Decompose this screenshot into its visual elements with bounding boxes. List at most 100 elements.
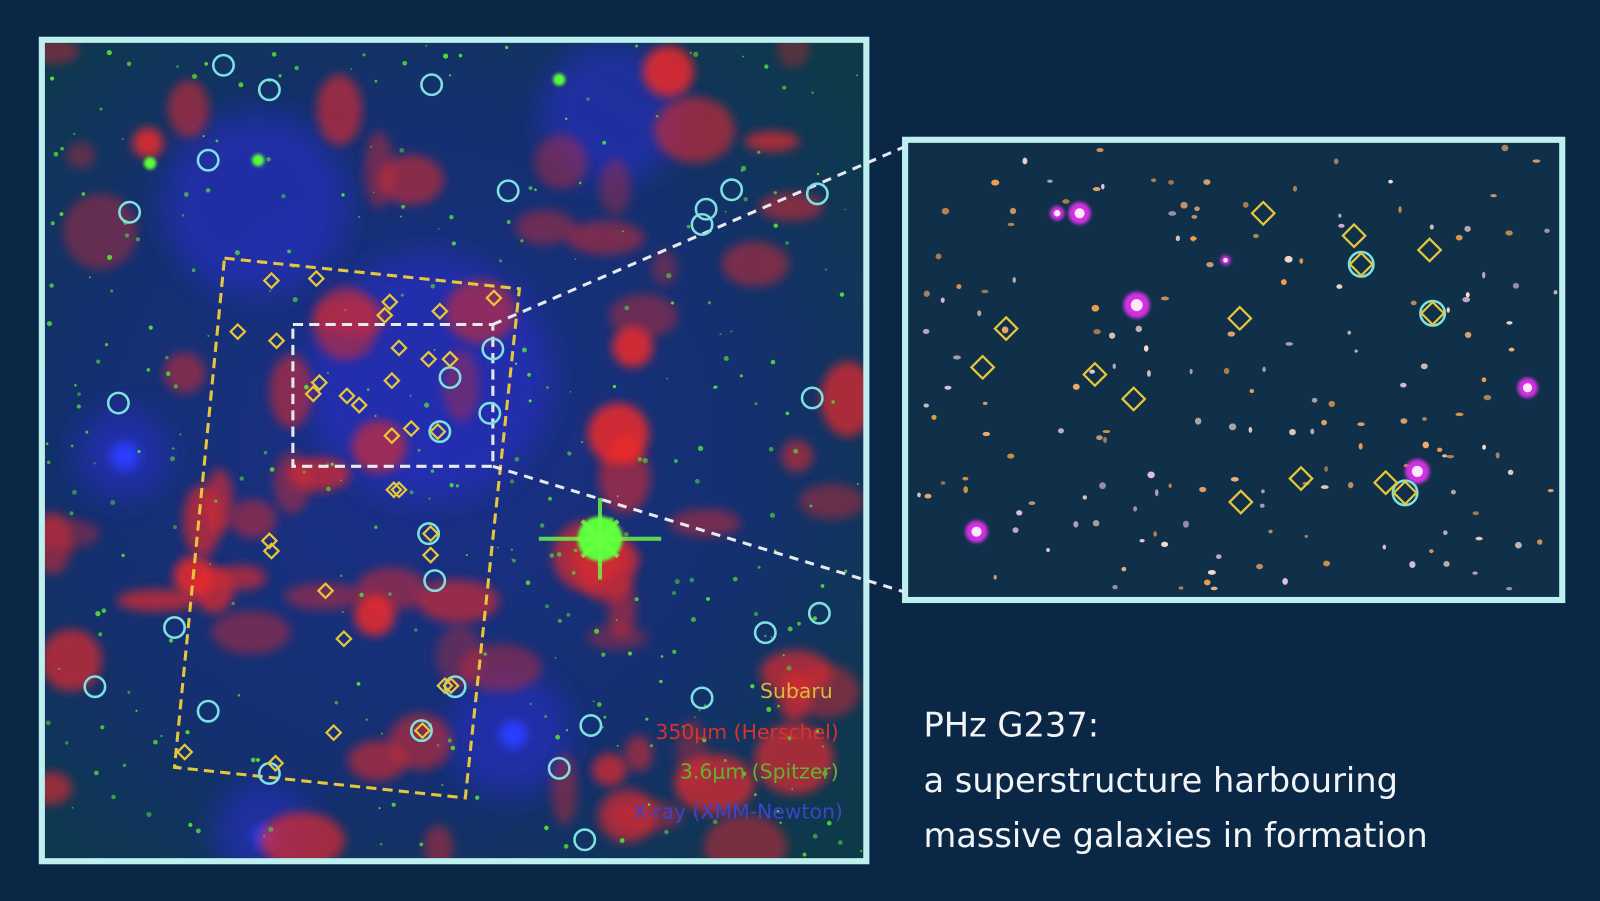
- galaxy: [1450, 489, 1456, 495]
- star: [441, 784, 444, 787]
- galaxy-core: [1411, 465, 1423, 477]
- galaxy: [1242, 201, 1249, 208]
- galaxy: [1195, 417, 1202, 425]
- star: [844, 208, 847, 211]
- star: [571, 570, 576, 575]
- galaxy: [1280, 279, 1287, 286]
- far-ir-blob: [230, 499, 277, 539]
- galaxy: [1422, 441, 1430, 449]
- far-ir-blob: [754, 723, 834, 795]
- star: [271, 52, 277, 57]
- galaxy: [982, 401, 988, 406]
- star: [60, 146, 64, 151]
- star: [787, 736, 792, 741]
- subaru-source: [421, 546, 440, 564]
- subaru-source: [1226, 305, 1253, 332]
- star: [573, 548, 578, 553]
- star: [764, 64, 769, 69]
- subaru-source: [383, 371, 401, 390]
- star: [53, 151, 59, 157]
- star: [202, 135, 205, 138]
- star: [292, 296, 298, 303]
- subaru-source: [262, 271, 281, 290]
- galaxy: [1256, 563, 1264, 570]
- galaxy: [1062, 199, 1070, 204]
- star: [782, 85, 787, 90]
- star: [344, 308, 347, 312]
- star: [88, 276, 91, 279]
- star: [165, 371, 171, 376]
- star: [766, 706, 772, 712]
- star: [45, 720, 51, 726]
- galaxy: [1227, 331, 1236, 337]
- star: [681, 725, 684, 728]
- galaxy: [1161, 541, 1169, 548]
- star: [449, 483, 454, 488]
- star: [673, 459, 678, 463]
- galaxy: [953, 355, 961, 360]
- galaxy: [1199, 486, 1207, 493]
- star: [269, 289, 272, 293]
- galaxy: [1388, 179, 1393, 184]
- star: [50, 221, 55, 226]
- star: [831, 400, 835, 404]
- star: [71, 806, 74, 809]
- subaru-source: [266, 754, 285, 772]
- far-ir-blob: [445, 279, 516, 344]
- star: [594, 628, 600, 634]
- star: [664, 829, 669, 835]
- star: [520, 239, 524, 243]
- subaru-source: [436, 676, 454, 695]
- galaxy: [1259, 503, 1265, 508]
- star: [564, 117, 568, 121]
- star: [326, 486, 331, 492]
- far-ir-blob: [599, 159, 632, 216]
- galaxy: [1223, 367, 1230, 375]
- star: [95, 611, 101, 617]
- star: [634, 597, 639, 602]
- star: [821, 745, 825, 748]
- star: [169, 638, 174, 643]
- star: [239, 476, 244, 481]
- galaxy: [1420, 363, 1428, 370]
- galaxy: [1410, 300, 1417, 306]
- star: [430, 469, 435, 473]
- caption-line: massive galaxies in formation: [923, 816, 1427, 855]
- far-ir-blob: [44, 771, 73, 805]
- galaxy: [977, 310, 982, 317]
- spitzer-source: [800, 386, 824, 410]
- galaxy: [1436, 447, 1443, 452]
- subaru-source: [419, 350, 438, 368]
- subaru-source: [390, 339, 408, 357]
- zoom-connector: [492, 464, 905, 594]
- zoom-region: [291, 322, 495, 468]
- star: [374, 525, 378, 529]
- spitzer-source: [690, 686, 714, 710]
- star: [465, 554, 468, 557]
- far-ir-blob: [566, 220, 645, 255]
- spitzer-source: [694, 197, 718, 221]
- star: [437, 227, 440, 230]
- galaxy: [1282, 577, 1288, 585]
- galaxy: [1168, 211, 1177, 216]
- star: [81, 192, 86, 196]
- star: [666, 377, 669, 380]
- star: [447, 738, 452, 743]
- star: [514, 362, 518, 365]
- far-ir-blob: [423, 825, 454, 859]
- galaxy: [1465, 292, 1470, 298]
- star: [814, 729, 820, 735]
- bright-star: [143, 157, 157, 170]
- galaxy: [1178, 586, 1184, 590]
- star: [339, 574, 343, 578]
- galaxy: [1506, 321, 1513, 325]
- star: [534, 188, 537, 192]
- subaru-source: [485, 289, 503, 307]
- xray-glow: [163, 112, 347, 296]
- star: [135, 709, 138, 712]
- galaxy: [993, 574, 997, 580]
- galaxy-core: [1223, 257, 1228, 263]
- far-ir-blob: [273, 451, 311, 514]
